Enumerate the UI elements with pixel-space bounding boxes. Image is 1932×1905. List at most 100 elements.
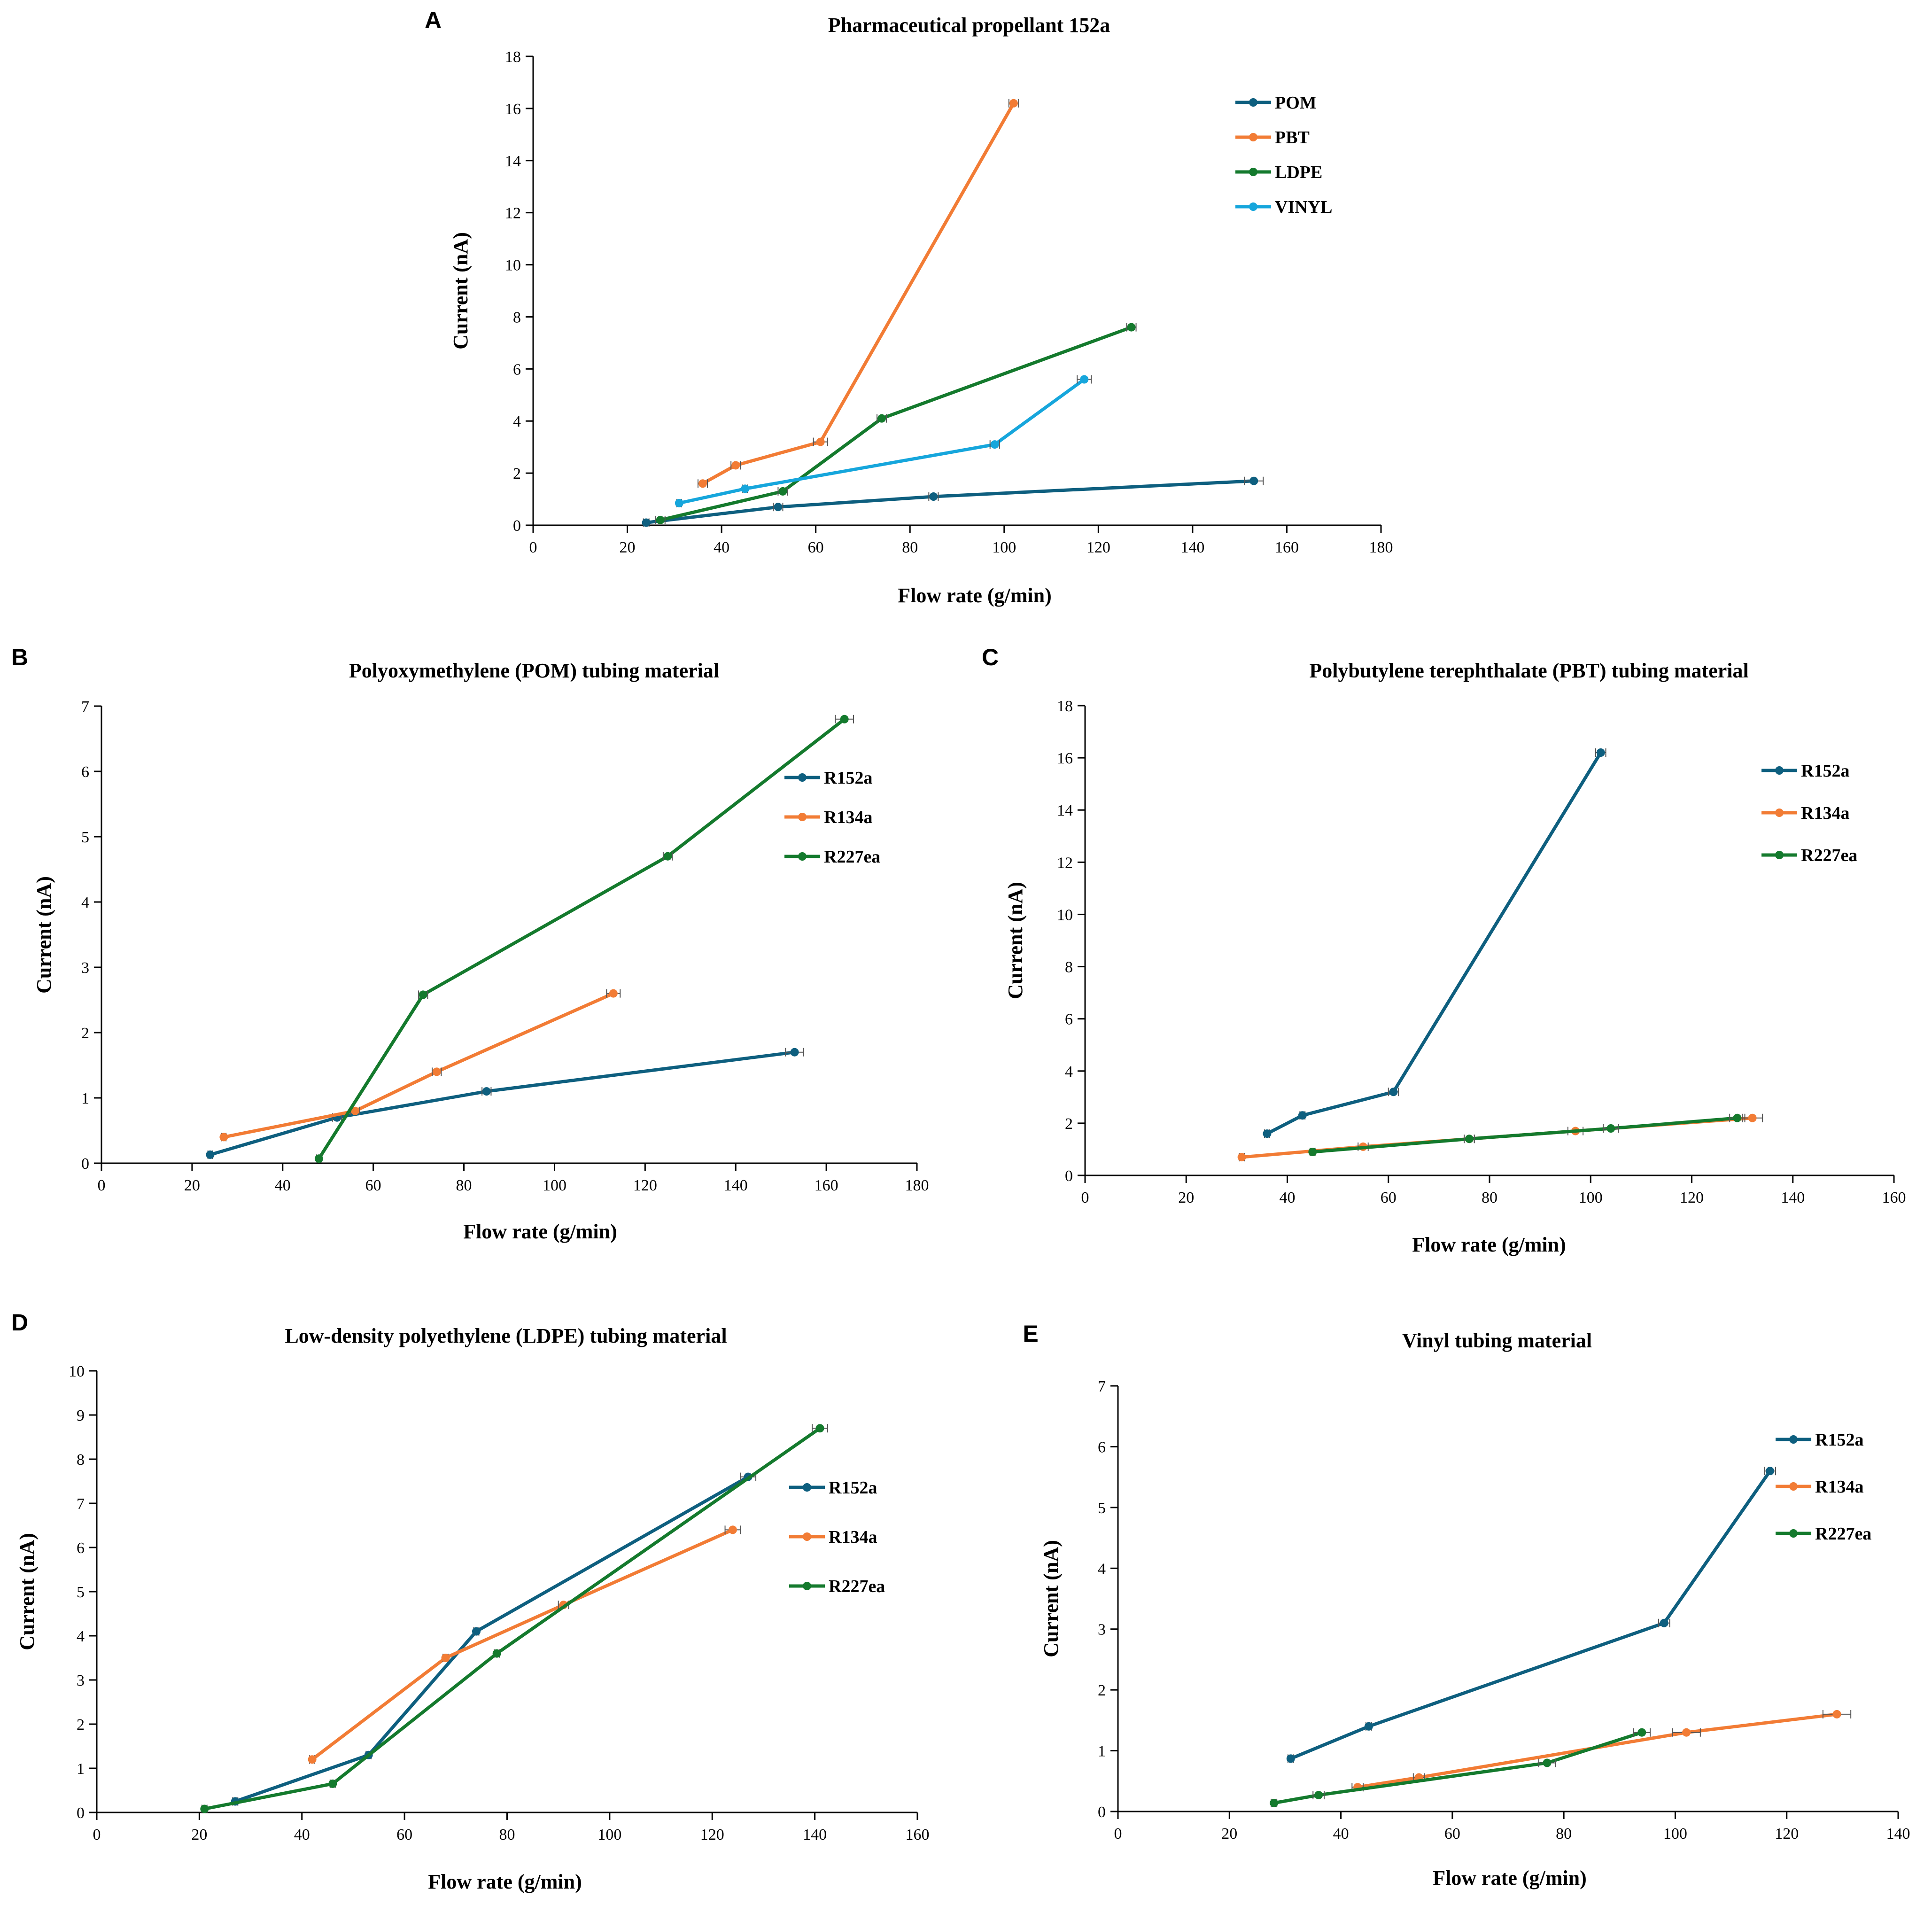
data-point [200, 1804, 209, 1813]
series-line [209, 1050, 795, 1157]
y-tick-label: 16 [1057, 750, 1073, 767]
x-tick-label: 180 [905, 1177, 929, 1194]
x-axis-label: Flow rate (g/min) [898, 584, 1051, 607]
data-point [482, 1087, 491, 1096]
data-point [1637, 1728, 1646, 1737]
chart-title: Polybutylene terephthalate (PBT) tubing … [1309, 659, 1748, 682]
series-ldpe [655, 323, 1137, 524]
y-tick-label: 5 [81, 829, 89, 846]
y-tick-label: 6 [77, 1540, 85, 1557]
x-tick-label: 100 [543, 1177, 566, 1194]
legend-marker [1249, 133, 1257, 141]
x-tick-label: 20 [1178, 1189, 1194, 1206]
series-r134a [308, 1525, 741, 1764]
data-point [492, 1649, 501, 1658]
y-tick-label: 18 [1057, 698, 1073, 715]
y-tick-label: 10 [1057, 906, 1073, 924]
data-point [206, 1150, 215, 1159]
x-tick-label: 80 [456, 1177, 472, 1194]
x-tick-label: 40 [1333, 1825, 1349, 1843]
panel-letter: B [11, 644, 28, 670]
series-r152a [1263, 748, 1606, 1138]
y-tick-label: 8 [77, 1451, 85, 1469]
x-tick-label: 80 [902, 539, 918, 556]
legend-marker [798, 773, 807, 782]
x-tick-label: 120 [633, 1177, 657, 1194]
x-tick-label: 80 [499, 1826, 515, 1843]
y-axis-label: Current (nA) [32, 876, 55, 994]
data-point [1660, 1618, 1668, 1627]
series-r227ea [200, 1424, 828, 1813]
y-axis-label: Current (nA) [1040, 1540, 1063, 1657]
series-line [317, 718, 846, 1160]
legend-label: R152a [1815, 1430, 1863, 1450]
x-tick-label: 20 [1221, 1825, 1237, 1843]
data-point [609, 989, 618, 998]
y-axis-label: Current (nA) [1004, 882, 1027, 999]
legend-marker [803, 1582, 811, 1590]
x-tick-label: 40 [714, 539, 729, 556]
y-tick-label: 6 [81, 763, 89, 781]
legend-marker [1789, 1482, 1798, 1491]
data-point [656, 515, 665, 524]
y-axis-label: Current (nA) [16, 1533, 39, 1650]
x-tick-label: 140 [1886, 1825, 1910, 1843]
x-tick-label: 160 [906, 1826, 930, 1843]
series-r152a [206, 1048, 804, 1159]
chart-title: Vinyl tubing material [1402, 1329, 1592, 1352]
y-tick-label: 4 [1098, 1560, 1106, 1578]
x-tick-label: 100 [1663, 1825, 1687, 1843]
series-r227ea [1270, 1728, 1651, 1807]
x-tick-label: 60 [1444, 1825, 1460, 1843]
x-tick-label: 20 [184, 1177, 200, 1194]
series-pbt [697, 99, 1019, 488]
data-point [663, 852, 672, 861]
y-tick-label: 7 [81, 698, 89, 715]
y-tick-label: 12 [505, 205, 521, 222]
panel-letter: E [1023, 1321, 1038, 1347]
y-tick-label: 7 [1098, 1378, 1106, 1395]
y-tick-label: 8 [1065, 959, 1073, 976]
data-point [642, 518, 651, 527]
legend-label: POM [1275, 93, 1317, 113]
x-tick-label: 0 [529, 539, 537, 556]
data-point [1308, 1148, 1317, 1156]
series-line [223, 992, 614, 1139]
data-point [816, 437, 825, 446]
series-line [1357, 1712, 1837, 1789]
data-point [1832, 1710, 1841, 1718]
data-point [1682, 1728, 1691, 1737]
legend-marker [1789, 1435, 1798, 1444]
y-tick-label: 1 [1098, 1743, 1106, 1760]
chart-title: Polyoxymethylene (POM) tubing material [349, 659, 719, 682]
x-axis-label: Flow rate (g/min) [463, 1220, 617, 1243]
y-tick-label: 4 [513, 413, 521, 430]
data-point [741, 484, 750, 493]
x-tick-label: 160 [815, 1177, 838, 1194]
x-tick-label: 100 [597, 1826, 621, 1843]
panel-c: C Polybutylene terephthalate (PBT) tubing… [982, 644, 1906, 1256]
x-tick-label: 20 [191, 1826, 207, 1843]
data-point [1249, 476, 1258, 485]
legend-marker [798, 852, 807, 861]
series-r134a [219, 989, 621, 1142]
series-line [1312, 1116, 1738, 1154]
panel-d: D Low-density polyethylene (LDPE) tubing … [11, 1309, 930, 1893]
panel-b: B Polyoxymethylene (POM) tubing material 0… [11, 644, 929, 1243]
x-tick-label: 0 [1081, 1189, 1089, 1206]
legend-label: R134a [829, 1527, 877, 1547]
series-pom [642, 476, 1264, 527]
series-line [234, 1475, 749, 1803]
legend-label: R134a [824, 808, 872, 827]
panel-letter: A [425, 7, 442, 33]
y-tick-label: 0 [81, 1155, 89, 1173]
legend-marker [1249, 98, 1257, 107]
data-point [790, 1048, 799, 1057]
series-vinyl [675, 375, 1092, 507]
data-point [432, 1067, 441, 1076]
y-tick-label: 1 [77, 1760, 85, 1778]
legend-marker [798, 813, 807, 821]
x-tick-label: 140 [803, 1826, 827, 1843]
y-tick-label: 16 [505, 101, 521, 118]
series-r227ea [314, 715, 854, 1163]
